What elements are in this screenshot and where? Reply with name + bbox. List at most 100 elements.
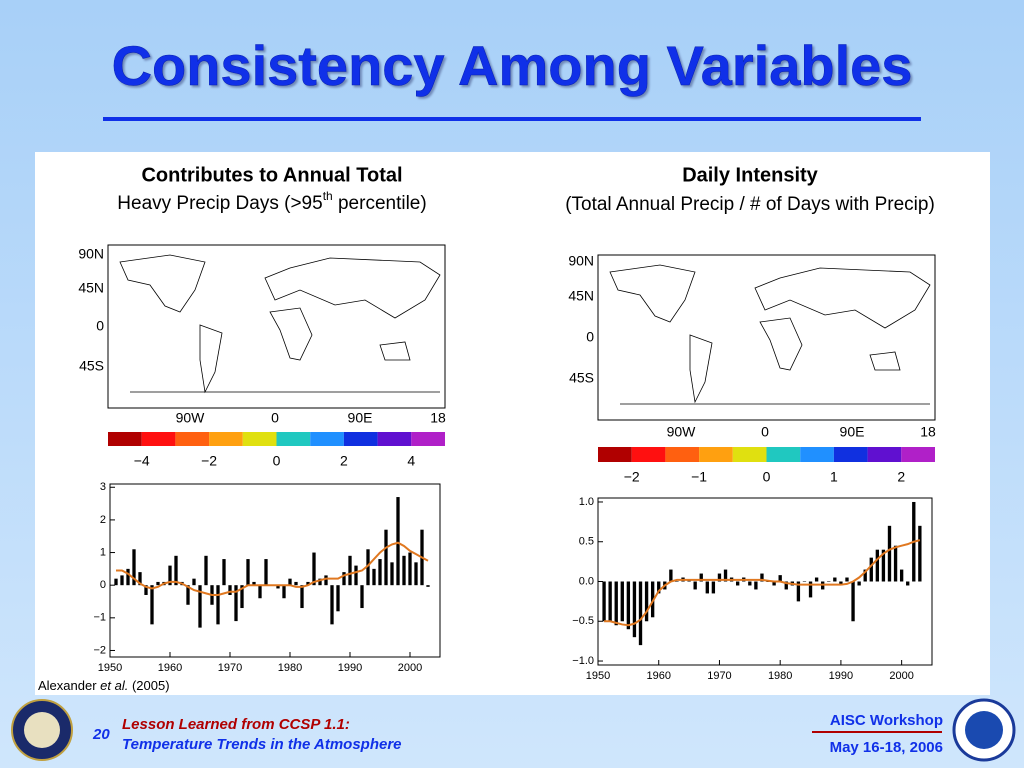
smoothed-line	[116, 541, 429, 596]
bar	[881, 549, 886, 582]
bar	[784, 581, 788, 590]
x-tick-label: 2000	[889, 670, 913, 682]
map-lon-label: 18	[920, 424, 936, 440]
bar	[132, 549, 136, 586]
colorbar-tick-label: 2	[340, 453, 348, 469]
bar	[766, 581, 770, 582]
bar	[833, 577, 837, 582]
colorbar-swatch	[209, 432, 243, 446]
bar	[294, 581, 298, 586]
y-tick-label: 0	[100, 579, 106, 591]
workshop-rule	[812, 731, 942, 733]
bar	[228, 585, 232, 595]
bar	[336, 585, 340, 612]
map-lat-label: 45S	[569, 370, 594, 386]
bar	[264, 559, 268, 586]
colorbar-swatch	[108, 432, 142, 446]
map-frame	[107, 244, 446, 409]
map-left	[107, 244, 446, 409]
colorbar-swatch	[800, 447, 834, 462]
bar	[120, 575, 124, 586]
bar	[216, 585, 220, 625]
noaa-logo-center	[965, 711, 1003, 749]
bar	[426, 585, 430, 587]
bar	[736, 581, 740, 586]
y-tick-label: 0.0	[579, 575, 594, 587]
colorbar-swatch	[901, 447, 935, 462]
bar	[144, 585, 148, 595]
bar	[899, 569, 904, 582]
colorbar-swatch	[175, 432, 210, 446]
bar	[778, 575, 782, 582]
colorbar-swatch	[732, 447, 767, 462]
bar	[300, 585, 304, 609]
map-lat-label: 45N	[78, 280, 104, 296]
bar	[620, 581, 624, 622]
colorbar-swatch	[598, 447, 632, 462]
x-tick-label: 1990	[338, 662, 362, 674]
x-tick-label: 1980	[278, 662, 302, 674]
bar	[657, 581, 661, 594]
bar	[669, 569, 673, 582]
bar	[711, 581, 716, 594]
map-lon-label: 90E	[348, 410, 373, 426]
bar	[650, 581, 655, 618]
map-lon-label: 0	[271, 410, 279, 426]
x-tick-label: 1950	[98, 662, 122, 674]
map-lon-label: 18	[430, 410, 446, 426]
bar	[138, 572, 142, 586]
bar	[186, 585, 190, 605]
panel-subheading: (Total Annual Precip / # of Days with Pr…	[565, 194, 935, 215]
bar	[246, 559, 250, 586]
lesson-line: Lesson Learned from CCSP 1.1:	[122, 716, 350, 733]
colorbar-tick-label: −4	[134, 453, 150, 469]
bar	[192, 578, 196, 586]
citation-etal: et al.	[100, 678, 128, 693]
bar	[402, 555, 406, 586]
bar	[306, 581, 310, 586]
bar	[234, 585, 238, 622]
map-lon-label: 90W	[667, 424, 697, 440]
colorbar-tick-label: 1	[830, 469, 838, 485]
subheading-part: percentile)	[333, 193, 427, 214]
map-coastlines	[119, 254, 441, 394]
bar	[378, 559, 382, 586]
bar	[863, 569, 867, 582]
x-tick-label: 1960	[158, 662, 182, 674]
footer: 20 Lesson Learned from CCSP 1.1: Tempera…	[11, 698, 1016, 762]
bar	[204, 555, 208, 586]
y-tick-label: 2	[100, 514, 106, 526]
bar	[638, 581, 643, 646]
colorbar-tick-label: −2	[201, 453, 217, 469]
colorbar-swatch	[276, 432, 311, 446]
bar	[602, 581, 606, 622]
bar	[760, 573, 764, 582]
map-lat-label: 0	[586, 329, 594, 345]
citation-year: (2005)	[128, 678, 169, 693]
bar	[414, 562, 418, 586]
bar	[918, 525, 922, 582]
bar	[754, 581, 758, 590]
map-lat-label: 0	[96, 318, 104, 334]
y-tick-label: −0.5	[572, 615, 594, 627]
map-lat-label: 90N	[78, 246, 104, 262]
bar	[772, 581, 776, 586]
title-underline	[103, 117, 921, 121]
bar	[222, 559, 226, 586]
bar	[174, 555, 178, 586]
bar	[342, 572, 346, 586]
subheading-part: Heavy Precip Days (>95	[117, 193, 322, 214]
colorbar-tick-label: 0	[273, 453, 281, 469]
y-tick-label: −2	[93, 644, 106, 656]
bar	[408, 552, 412, 586]
panel-heading: Daily Intensity	[682, 164, 818, 186]
bar	[796, 581, 801, 602]
colorbar-swatch	[242, 432, 277, 446]
bar	[608, 581, 612, 622]
bar	[330, 585, 334, 625]
bar	[869, 557, 873, 582]
map-right	[597, 254, 936, 421]
bar	[198, 585, 202, 628]
bar	[348, 555, 352, 586]
y-tick-label: 0.5	[579, 536, 594, 548]
